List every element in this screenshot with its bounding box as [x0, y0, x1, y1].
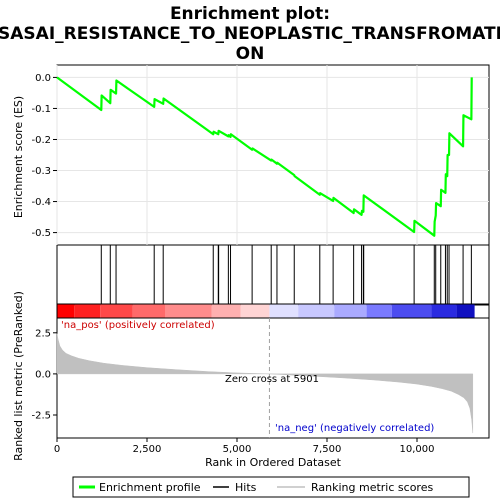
hits-panel-frame — [56, 244, 490, 306]
x-axis: 0 2,500 5,000 7,500 10,000 — [54, 438, 435, 455]
heatmap-segment — [165, 304, 212, 318]
heatmap-segment — [240, 304, 270, 318]
ranking-heatmap-bar — [57, 304, 475, 318]
zero-cross-label: Zero cross at 5901 — [225, 374, 319, 385]
es-y-tick-label: -0.2 — [31, 135, 51, 146]
es-y-tick-label: 0.0 — [35, 73, 51, 84]
es-panel-frame — [56, 64, 490, 246]
es-y-tick-label: -0.3 — [31, 166, 51, 177]
legend-label-ranking-metric: Ranking metric scores — [311, 481, 433, 494]
neg-correlated-label: 'na_neg' (negatively correlated) — [275, 423, 434, 434]
heatmap-segment — [57, 304, 75, 318]
x-tick-label: 7,500 — [313, 444, 342, 455]
es-y-tick-label: -0.5 — [31, 228, 51, 239]
metric-y-axis: 2.5 0.0 -2.5 — [31, 328, 57, 421]
metric-y-axis-label: Ranked list metric (PreRanked) — [12, 291, 25, 461]
legend: Enrichment profile Hits Ranking metric s… — [72, 476, 470, 498]
heatmap-segment — [366, 304, 392, 318]
chart-title-line-1: Enrichment plot: — [170, 4, 330, 24]
es-y-axis: 0.0 -0.1 -0.2 -0.3 -0.4 -0.5 — [31, 73, 57, 239]
x-tick-label: 5,000 — [223, 444, 252, 455]
heatmap-segment — [269, 304, 299, 318]
legend-label-hits: Hits — [235, 481, 257, 494]
x-axis-label: Rank in Ordered Dataset — [205, 456, 342, 469]
hit-markers — [100, 245, 472, 304]
heatmap-segment — [298, 304, 335, 318]
metric-y-tick-label: -2.5 — [31, 410, 51, 421]
chart-title-line-3: ON — [236, 44, 265, 64]
x-tick-label: 2,500 — [133, 444, 162, 455]
pos-correlated-label: 'na_pos' (positively correlated) — [61, 320, 215, 331]
heatmap-segment — [211, 304, 241, 318]
es-y-axis-label: Enrichment score (ES) — [12, 96, 25, 218]
heatmap-segment — [74, 304, 101, 318]
heatmap-segment — [431, 304, 457, 318]
metric-y-tick-label: 2.5 — [35, 328, 51, 339]
metric-area — [56, 333, 474, 434]
heatmap-segment — [100, 304, 133, 318]
heatmap-segment — [391, 304, 432, 318]
metric-area-fill — [56, 333, 474, 434]
enrichment-profile-line — [56, 76, 473, 237]
es-grid — [56, 65, 489, 245]
es-y-tick-label: -0.1 — [31, 104, 51, 115]
x-tick-label: 0 — [54, 444, 60, 455]
es-y-tick-label: -0.4 — [31, 197, 51, 208]
heatmap-segment — [456, 304, 475, 318]
heatmap-segment — [132, 304, 165, 318]
legend-box — [72, 476, 470, 498]
x-tick-label: 10,000 — [400, 444, 435, 455]
metric-y-tick-label: 0.0 — [35, 369, 51, 380]
enrichment-profile-polyline — [56, 76, 473, 237]
legend-label-enrichment-profile: Enrichment profile — [99, 481, 201, 494]
heatmap-segment — [334, 304, 367, 318]
chart-title-line-2: SASAI_RESISTANCE_TO_NEOPLASTIC_TRANSFROM… — [0, 24, 500, 44]
